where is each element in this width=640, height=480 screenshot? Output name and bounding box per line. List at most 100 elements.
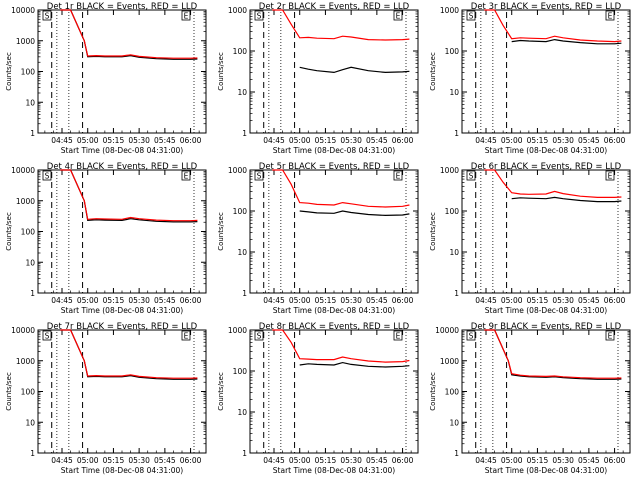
- y-tick-label: 10: [237, 88, 247, 97]
- series-line-events: [511, 196, 622, 203]
- region-label-s: S: [45, 172, 50, 181]
- detector-panel-5: Det 5r BLACK = Events, RED = LLD Counts/s…: [217, 162, 419, 315]
- y-tick-label: 100: [21, 388, 36, 397]
- y-axis-label: Counts/sec: [429, 372, 437, 411]
- x-tick-label: 05:45: [578, 456, 600, 465]
- x-tick-label: 06:00: [604, 296, 626, 305]
- x-tick-label: 05:00: [289, 296, 311, 305]
- detector-panel-3: Det 3r BLACK = Events, RED = LLD Counts/s…: [429, 2, 631, 155]
- x-tick-label: 05:30: [128, 456, 150, 465]
- x-tick-label: 04:45: [263, 136, 285, 145]
- x-tick-label: 05:15: [315, 456, 337, 465]
- x-axis-label: Start Time (08-Dec-08 04:31:00): [485, 306, 607, 315]
- x-tick-label: 05:45: [366, 456, 388, 465]
- y-tick-label: 1: [242, 289, 247, 298]
- x-tick-label: 05:45: [578, 136, 600, 145]
- region-label-s: S: [257, 172, 262, 181]
- y-tick-label: 100: [233, 207, 248, 216]
- series-line-events: [60, 169, 198, 223]
- x-axis-label: Start Time (08-Dec-08 04:31:00): [61, 146, 183, 155]
- x-tick-label: 05:00: [77, 456, 99, 465]
- x-axis-label: Start Time (08-Dec-08 04:31:00): [485, 146, 607, 155]
- x-tick-label: 05:00: [501, 136, 523, 145]
- region-label-e: E: [184, 172, 189, 181]
- x-tick-label: 06:00: [392, 456, 414, 465]
- y-tick-label: 10000: [11, 6, 35, 15]
- series-line-events: [60, 9, 198, 60]
- y-tick-label: 10: [25, 418, 35, 427]
- panel-title: Det 6r BLACK = Events, RED = LLD: [471, 162, 622, 172]
- y-tick-label: 100: [233, 47, 248, 56]
- series-line-events: [484, 329, 622, 380]
- y-tick-label: 10: [449, 248, 459, 257]
- region-box-e: [605, 330, 615, 341]
- x-axis-label: Start Time (08-Dec-08 04:31:00): [273, 466, 395, 475]
- region-box-s: [466, 330, 476, 341]
- detector-panel-6: Det 6r BLACK = Events, RED = LLD Counts/s…: [429, 162, 631, 315]
- x-tick-label: 05:45: [154, 456, 176, 465]
- series-line-events: [299, 361, 410, 368]
- y-axis-label: Counts/sec: [217, 212, 225, 251]
- region-label-e: E: [184, 12, 189, 21]
- detector-panel-2: Det 2r BLACK = Events, RED = LLD Counts/s…: [217, 2, 419, 155]
- series-line-lld: [484, 9, 622, 43]
- x-tick-label: 05:45: [366, 136, 388, 145]
- region-label-s: S: [257, 332, 262, 341]
- y-tick-label: 100: [233, 367, 248, 376]
- series-line-lld: [272, 9, 410, 41]
- x-tick-label: 06:00: [180, 296, 202, 305]
- region-box-s: [42, 330, 52, 341]
- y-tick-label: 1000: [440, 6, 459, 15]
- panel-title: Det 9r BLACK = Events, RED = LLD: [471, 322, 622, 332]
- region-box-s: [42, 170, 52, 181]
- region-label-e: E: [184, 332, 189, 341]
- region-label-s: S: [469, 332, 474, 341]
- region-label-s: S: [469, 12, 474, 21]
- region-box-s: [466, 170, 476, 181]
- x-tick-label: 06:00: [604, 136, 626, 145]
- region-label-s: S: [45, 332, 50, 341]
- x-tick-label: 06:00: [180, 136, 202, 145]
- x-tick-label: 04:45: [263, 296, 285, 305]
- y-tick-label: 1: [30, 289, 35, 298]
- x-tick-label: 05:45: [366, 296, 388, 305]
- x-tick-label: 04:45: [51, 456, 73, 465]
- series-line-lld: [60, 329, 198, 379]
- x-axis-label: Start Time (08-Dec-08 04:31:00): [485, 466, 607, 475]
- plot-frame: [461, 329, 631, 454]
- plot-frame: [249, 169, 419, 294]
- region-label-e: E: [608, 12, 613, 21]
- plot-frame: [249, 9, 419, 134]
- y-tick-label: 100: [445, 47, 460, 56]
- region-label-s: S: [257, 12, 262, 21]
- region-label-e: E: [608, 332, 613, 341]
- series-line-lld: [484, 329, 622, 379]
- y-axis-label: Counts/sec: [5, 212, 13, 251]
- region-box-e: [181, 10, 191, 21]
- region-box-e: [393, 170, 403, 181]
- y-tick-label: 10: [25, 258, 35, 267]
- x-tick-label: 05:15: [527, 456, 549, 465]
- y-tick-label: 1: [30, 129, 35, 138]
- y-tick-label: 1000: [228, 6, 247, 15]
- y-axis-label: Counts/sec: [429, 52, 437, 91]
- y-tick-label: 1000: [16, 357, 35, 366]
- region-box-e: [605, 10, 615, 21]
- y-tick-label: 10: [237, 408, 247, 417]
- y-tick-label: 1: [242, 449, 247, 458]
- x-tick-label: 05:30: [128, 136, 150, 145]
- x-tick-label: 05:15: [315, 136, 337, 145]
- plot-frame: [37, 329, 207, 454]
- x-tick-label: 05:15: [527, 136, 549, 145]
- region-box-s: [254, 330, 264, 341]
- series-line-events: [299, 210, 410, 217]
- panel-title: Det 2r BLACK = Events, RED = LLD: [259, 2, 410, 12]
- region-label-e: E: [608, 172, 613, 181]
- x-tick-label: 05:15: [103, 296, 125, 305]
- y-tick-label: 100: [21, 228, 36, 237]
- x-tick-label: 05:30: [552, 296, 574, 305]
- y-tick-label: 1: [454, 449, 459, 458]
- y-tick-label: 100: [445, 388, 460, 397]
- y-tick-label: 1000: [16, 37, 35, 46]
- detector-panel-9: Det 9r BLACK = Events, RED = LLD Counts/s…: [429, 322, 631, 475]
